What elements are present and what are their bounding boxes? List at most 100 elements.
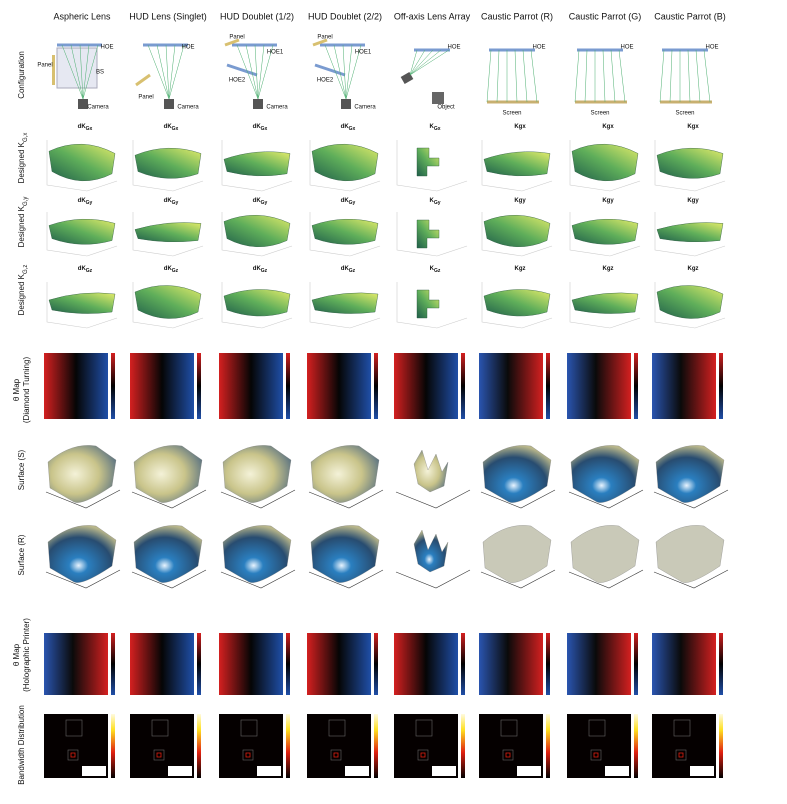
ray: [79, 44, 84, 100]
subplot-title: dKGz: [341, 266, 356, 275]
row-label-line: θ Map: [12, 378, 21, 401]
subplot-title: dKGy: [164, 198, 179, 207]
colorbar: [286, 633, 290, 695]
column-header: HUD Lens (Singlet): [129, 11, 207, 21]
colorbar: [374, 633, 378, 695]
subplot-title: dKGy: [253, 198, 268, 207]
axes-box: [132, 212, 204, 257]
colorbar: [197, 633, 201, 695]
surface: [133, 525, 203, 583]
axes-box: [396, 212, 468, 257]
subplot-title: dKGz: [78, 266, 93, 275]
axes-box: [46, 282, 118, 329]
row-label-sub: G,z: [23, 265, 29, 274]
spot: [333, 752, 339, 758]
config-label: HOE2: [317, 78, 334, 84]
base: [395, 569, 471, 589]
ray: [687, 49, 691, 103]
subplot-title: dKGx: [164, 124, 179, 133]
config-label: Camera: [87, 105, 109, 111]
colorbar: [546, 633, 550, 695]
legend-box: [517, 766, 541, 776]
inset: [67, 749, 79, 761]
subplot-title-sub: Gy: [349, 200, 356, 206]
subplot-title-main: dK: [164, 124, 173, 130]
row-label-line: Surface (S): [17, 449, 26, 490]
subplot-title: dKGx: [253, 124, 268, 133]
base: [308, 569, 384, 589]
spot: [70, 752, 76, 758]
panel: [135, 73, 151, 87]
kg-surface: [311, 143, 379, 182]
subplot-title-main: Kgx: [602, 124, 614, 130]
theta-map: [307, 633, 371, 695]
subplot-title-sub: Gz: [172, 268, 179, 274]
theta-map: [394, 353, 458, 419]
row-label: Designed KG,y: [17, 197, 28, 248]
colorbar: [634, 633, 638, 695]
ray: [324, 44, 347, 100]
config-label: HOE1: [355, 50, 372, 56]
subplot-title-sub: Gy: [434, 200, 441, 206]
row-label-line: Designed K: [17, 273, 26, 315]
subplot-title-main: Kgy: [514, 198, 526, 204]
kg-surface: [416, 147, 440, 177]
kg-surface: [483, 289, 551, 317]
kg-surface: [483, 151, 551, 177]
base: [220, 569, 296, 589]
inset: [240, 719, 258, 737]
row-label-text: Surface (S): [17, 449, 26, 490]
row-label-line: Configuration: [17, 51, 26, 99]
ray: [333, 44, 347, 100]
colorbar: [461, 353, 465, 419]
axes-box: [46, 140, 118, 192]
base: [568, 569, 644, 589]
subplot-title-sub: Gx: [434, 126, 441, 132]
spot: [420, 752, 426, 758]
kg-surface: [483, 215, 551, 247]
colorbar: [111, 633, 115, 695]
row-label-line: Designed K: [17, 141, 26, 183]
colorbar: [374, 353, 378, 419]
column-header: Off-axis Lens Array: [394, 11, 471, 21]
row-label-text: θ Map: [12, 643, 21, 666]
colorbar: [719, 353, 723, 419]
ray: [695, 49, 701, 103]
spot: [593, 752, 599, 758]
config-label: HOE: [100, 45, 113, 51]
inset: [502, 749, 514, 761]
row-label: θ Map (Diamond Turning): [12, 357, 31, 424]
subplot-title-sub: Gz: [261, 268, 268, 274]
theta-map: [130, 353, 194, 419]
base: [131, 489, 207, 509]
legend-box: [605, 766, 629, 776]
row-label-text: Designed KG,y: [17, 197, 28, 248]
spot: [678, 752, 684, 758]
ray: [345, 44, 362, 100]
ray: [409, 49, 434, 76]
ray: [486, 49, 492, 103]
subplot-title-main: dK: [341, 124, 350, 130]
colorbar: [197, 714, 201, 778]
ray: [574, 49, 580, 103]
colorbar: [374, 714, 378, 778]
theta-map: [307, 353, 371, 419]
inset: [415, 719, 433, 737]
colorbar: [286, 353, 290, 419]
subplot-title-main: dK: [78, 266, 87, 272]
surface: [47, 525, 117, 583]
surface: [413, 529, 449, 573]
colorbar: [461, 633, 465, 695]
subplot-title-sub: Gy: [261, 200, 268, 206]
row-label: θ Map (Holographic Printer): [12, 618, 31, 692]
subplot-title: Kgz: [603, 266, 614, 272]
config-label: Camera: [354, 105, 376, 111]
subplot-title-main: Kgx: [514, 124, 526, 130]
subplot-title-main: Kgy: [687, 198, 699, 204]
subplot-title: dKGy: [341, 198, 356, 207]
base: [308, 489, 384, 509]
panel: [52, 55, 55, 85]
subplot-title-main: dK: [78, 198, 87, 204]
row-label-line: θ Map: [12, 643, 21, 666]
subplot-title-main: dK: [253, 124, 262, 130]
